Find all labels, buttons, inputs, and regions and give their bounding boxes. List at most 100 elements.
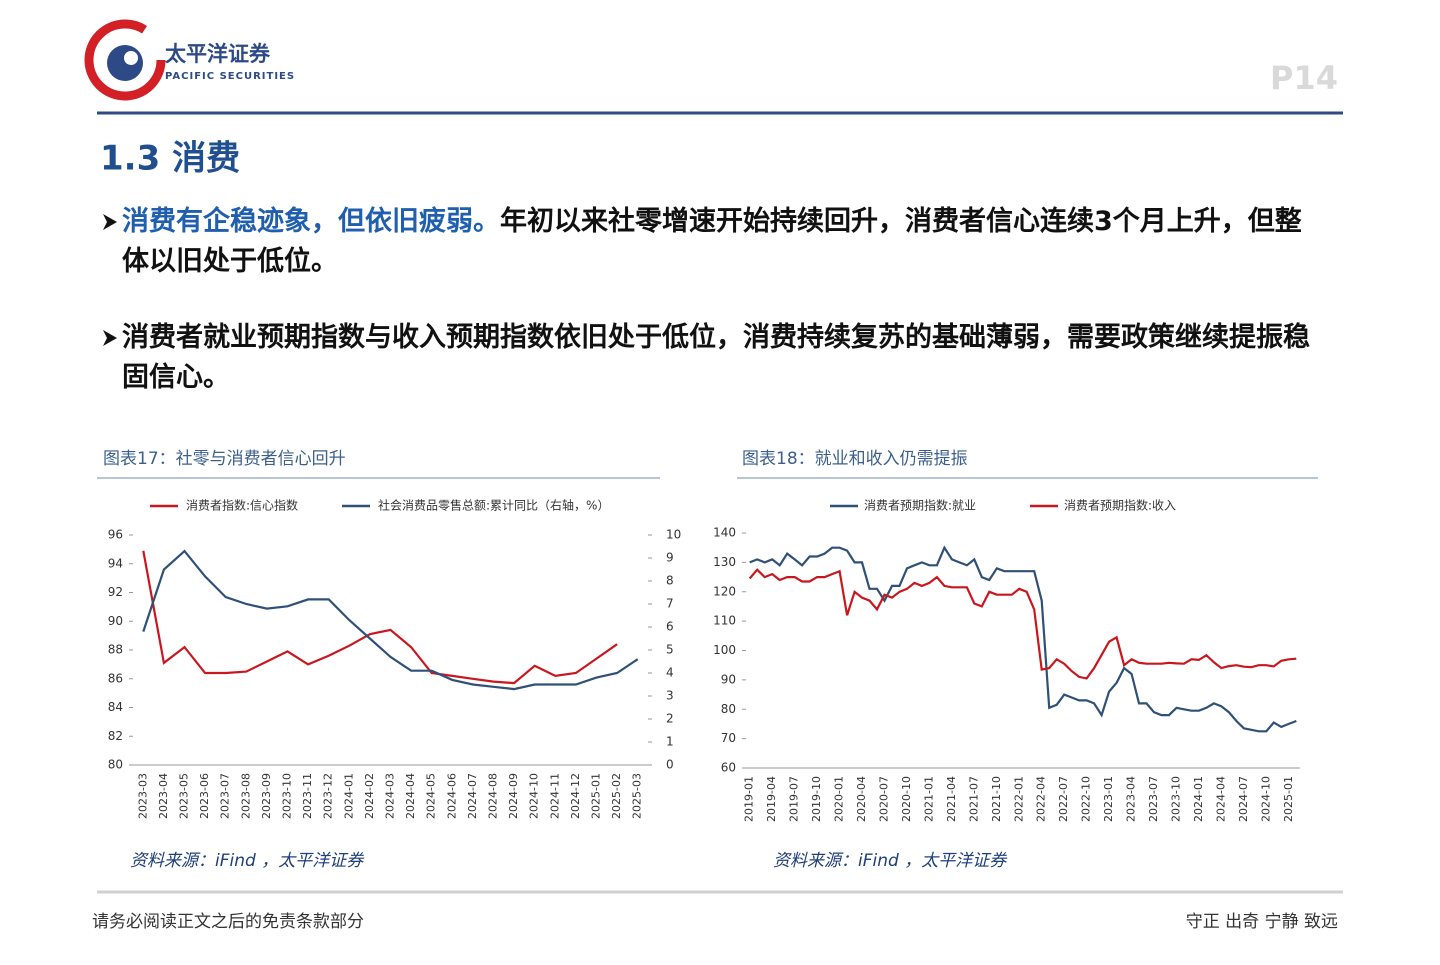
y-tick-label: 70 <box>721 731 736 745</box>
x-tick-label: 2023-04 <box>1125 776 1138 822</box>
x-tick-label: 2023-12 <box>322 773 335 819</box>
y-tick-label: 60 <box>721 761 736 775</box>
x-tick-label: 2020-07 <box>878 776 891 822</box>
y2-tick-label: 7 <box>666 597 674 611</box>
x-tick-label: 2024-06 <box>445 773 458 819</box>
x-tick-label: 2019-04 <box>765 776 778 822</box>
page-number: P14 <box>1270 59 1338 97</box>
chart-caption: 图表17：社零与消费者信心回升 <box>103 449 346 469</box>
company-name: 太平洋证券 <box>165 42 271 66</box>
x-tick-label: 2024-09 <box>507 773 520 819</box>
y-tick-label: 100 <box>713 643 736 657</box>
chart-caption: 图表18：就业和收入仍需提振 <box>742 449 968 469</box>
bullet-text: 年初以来社零增速开始持续回升，消费者信心连续3个月上升，但整体以旧处于低位。 <box>122 206 1302 277</box>
y2-tick-label: 1 <box>666 735 674 749</box>
legend-label: 消费者指数:信心指数 <box>186 498 298 513</box>
y2-tick-label: 3 <box>666 689 674 703</box>
x-tick-label: 2024-05 <box>425 773 438 819</box>
y-tick-label: 84 <box>108 700 123 714</box>
y2-tick-label: 2 <box>666 712 674 726</box>
series-line <box>142 549 639 691</box>
y-tick-label: 110 <box>713 614 736 628</box>
y2-tick-label: 8 <box>666 574 674 588</box>
y2-tick-label: 5 <box>666 643 674 657</box>
logo-core <box>107 45 143 81</box>
bullet-arrow <box>103 214 117 230</box>
legend-label: 社会消费品零售总额:累计同比（右轴，%） <box>378 498 609 513</box>
x-tick-label: 2024-10 <box>528 773 541 819</box>
y-tick-label: 96 <box>108 528 123 542</box>
x-tick-label: 2024-02 <box>363 773 376 819</box>
x-tick-label: 2021-01 <box>922 776 935 822</box>
x-tick-label: 2025-01 <box>590 773 603 819</box>
footer-disclaimer: 请务必阅读正文之后的免责条款部分 <box>92 912 364 932</box>
x-tick-label: 2024-07 <box>466 773 479 819</box>
x-tick-label: 2024-12 <box>569 773 582 819</box>
y-tick-label: 80 <box>108 758 123 772</box>
chart-source: 资料来源：iFind ，太平洋证券 <box>773 851 1008 871</box>
x-tick-label: 2022-01 <box>1012 776 1025 822</box>
bullet-highlight: 消费有企稳迹象，但依旧疲弱。 <box>122 206 500 237</box>
x-tick-label: 2024-10 <box>1259 776 1272 822</box>
company-name-en: PACIFIC SECURITIES <box>165 71 295 82</box>
x-tick-label: 2023-07 <box>1147 776 1160 822</box>
series-line <box>748 568 1297 680</box>
x-tick-label: 2021-04 <box>945 776 958 822</box>
y-tick-label: 92 <box>108 585 123 599</box>
legend-label: 消费者预期指数:收入 <box>1064 498 1176 513</box>
x-tick-label: 2020-01 <box>833 776 846 822</box>
bullet-arrow <box>103 330 117 346</box>
chart-source: 资料来源：iFind ，太平洋证券 <box>130 851 365 871</box>
x-tick-label: 2025-02 <box>610 773 623 819</box>
x-tick-label: 2023-08 <box>239 773 252 819</box>
x-tick-label: 2023-10 <box>1169 776 1182 822</box>
y-tick-label: 90 <box>721 672 736 686</box>
footer-motto: 守正 出奇 宁静 致远 <box>1186 912 1338 932</box>
series-line <box>749 545 1297 733</box>
x-tick-label: 2023-04 <box>157 773 170 819</box>
x-tick-label: 2022-04 <box>1035 776 1048 822</box>
x-tick-label: 2023-05 <box>178 773 191 819</box>
y-tick-label: 88 <box>108 643 123 657</box>
logo-ring <box>84 19 166 101</box>
x-tick-label: 2023-01 <box>1102 776 1115 822</box>
x-tick-label: 2025-01 <box>1282 776 1295 822</box>
x-tick-label: 2023-11 <box>301 773 314 819</box>
x-tick-label: 2021-10 <box>990 776 1003 822</box>
logo-dot <box>124 51 138 65</box>
x-tick-label: 2025-03 <box>631 773 644 819</box>
y2-tick-label: 6 <box>666 620 674 634</box>
y-tick-label: 90 <box>108 614 123 628</box>
x-tick-label: 2020-10 <box>900 776 913 822</box>
x-tick-label: 2023-06 <box>198 773 211 819</box>
x-tick-label: 2024-03 <box>384 773 397 819</box>
x-tick-label: 2024-08 <box>487 773 500 819</box>
y-tick-label: 130 <box>713 555 736 569</box>
x-tick-label: 2023-09 <box>260 773 273 819</box>
x-tick-label: 2024-07 <box>1237 776 1250 822</box>
y-tick-label: 94 <box>108 556 123 570</box>
x-tick-label: 2022-07 <box>1057 776 1070 822</box>
x-tick-label: 2023-03 <box>136 773 149 819</box>
x-tick-label: 2024-04 <box>404 773 417 819</box>
x-tick-label: 2019-10 <box>810 776 823 822</box>
y-tick-label: 86 <box>108 671 123 685</box>
x-tick-label: 2024-01 <box>1192 776 1205 822</box>
y-tick-label: 82 <box>108 729 123 743</box>
y2-tick-label: 9 <box>666 551 674 565</box>
x-tick-label: 2024-01 <box>342 773 355 819</box>
x-tick-label: 2019-07 <box>788 776 801 822</box>
x-tick-label: 2020-04 <box>855 776 868 822</box>
x-tick-label: 2019-01 <box>743 776 756 822</box>
x-tick-label: 2024-11 <box>548 773 561 819</box>
y2-tick-label: 4 <box>666 666 674 680</box>
x-tick-label: 2022-10 <box>1080 776 1093 822</box>
x-tick-label: 2024-04 <box>1214 776 1227 822</box>
x-tick-label: 2023-10 <box>281 773 294 819</box>
x-tick-label: 2021-07 <box>967 776 980 822</box>
y-tick-label: 120 <box>713 584 736 598</box>
bullet: 消费者就业预期指数与收入预期指数依旧处于低位，消费持续复苏的基础薄弱，需要政策继… <box>103 318 1312 398</box>
y-tick-label: 80 <box>721 702 736 716</box>
legend-label: 消费者预期指数:就业 <box>864 498 976 513</box>
